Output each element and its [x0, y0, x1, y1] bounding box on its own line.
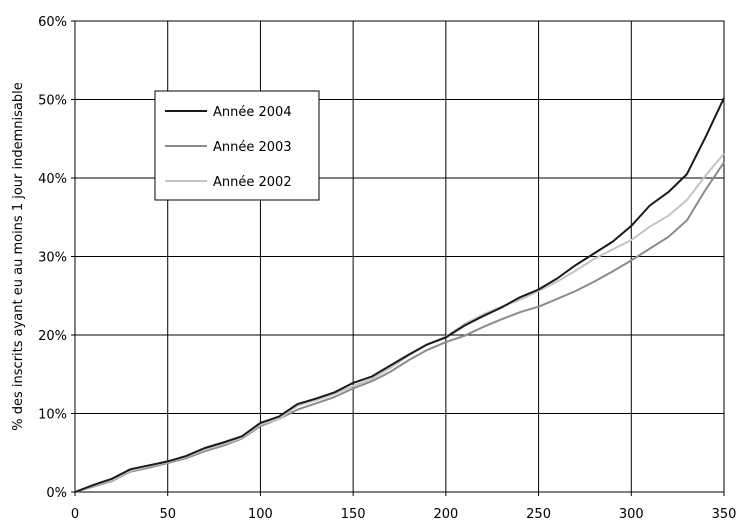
y-axis-label: % des inscrits ayant eu au moins 1 jour … [11, 82, 26, 430]
series-layer [74, 97, 725, 493]
legend-label: Année 2003 [213, 140, 292, 155]
y-tick-label: 60% [38, 15, 67, 30]
legend-label: Année 2002 [213, 175, 292, 190]
y-tick-label: 50% [38, 94, 67, 109]
y-tick-label: 0% [46, 486, 67, 501]
y-tick-label: 40% [38, 172, 67, 187]
y-axis: 0% 10% 20% 30% 40% 50% 60% [38, 15, 75, 501]
x-tick-label: 150 [341, 507, 366, 522]
y-tick-label: 30% [38, 251, 67, 266]
x-tick-label: 100 [248, 507, 273, 522]
y-tick-label: 10% [38, 408, 67, 423]
series-line [74, 161, 725, 493]
x-axis: 0 50 100 150 200 250 300 350 [71, 492, 737, 522]
y-tick-label: 20% [38, 329, 67, 344]
legend-label: Année 2004 [213, 105, 292, 120]
series-line [74, 97, 725, 493]
x-tick-label: 0 [71, 507, 79, 522]
legend: Année 2004 Année 2003 Année 2002 [154, 90, 320, 201]
x-tick-label: 50 [159, 507, 176, 522]
x-tick-label: 200 [433, 507, 458, 522]
series-line [74, 153, 725, 493]
x-tick-label: 300 [619, 507, 644, 522]
x-tick-label: 350 [712, 507, 737, 522]
x-tick-label: 250 [526, 507, 551, 522]
